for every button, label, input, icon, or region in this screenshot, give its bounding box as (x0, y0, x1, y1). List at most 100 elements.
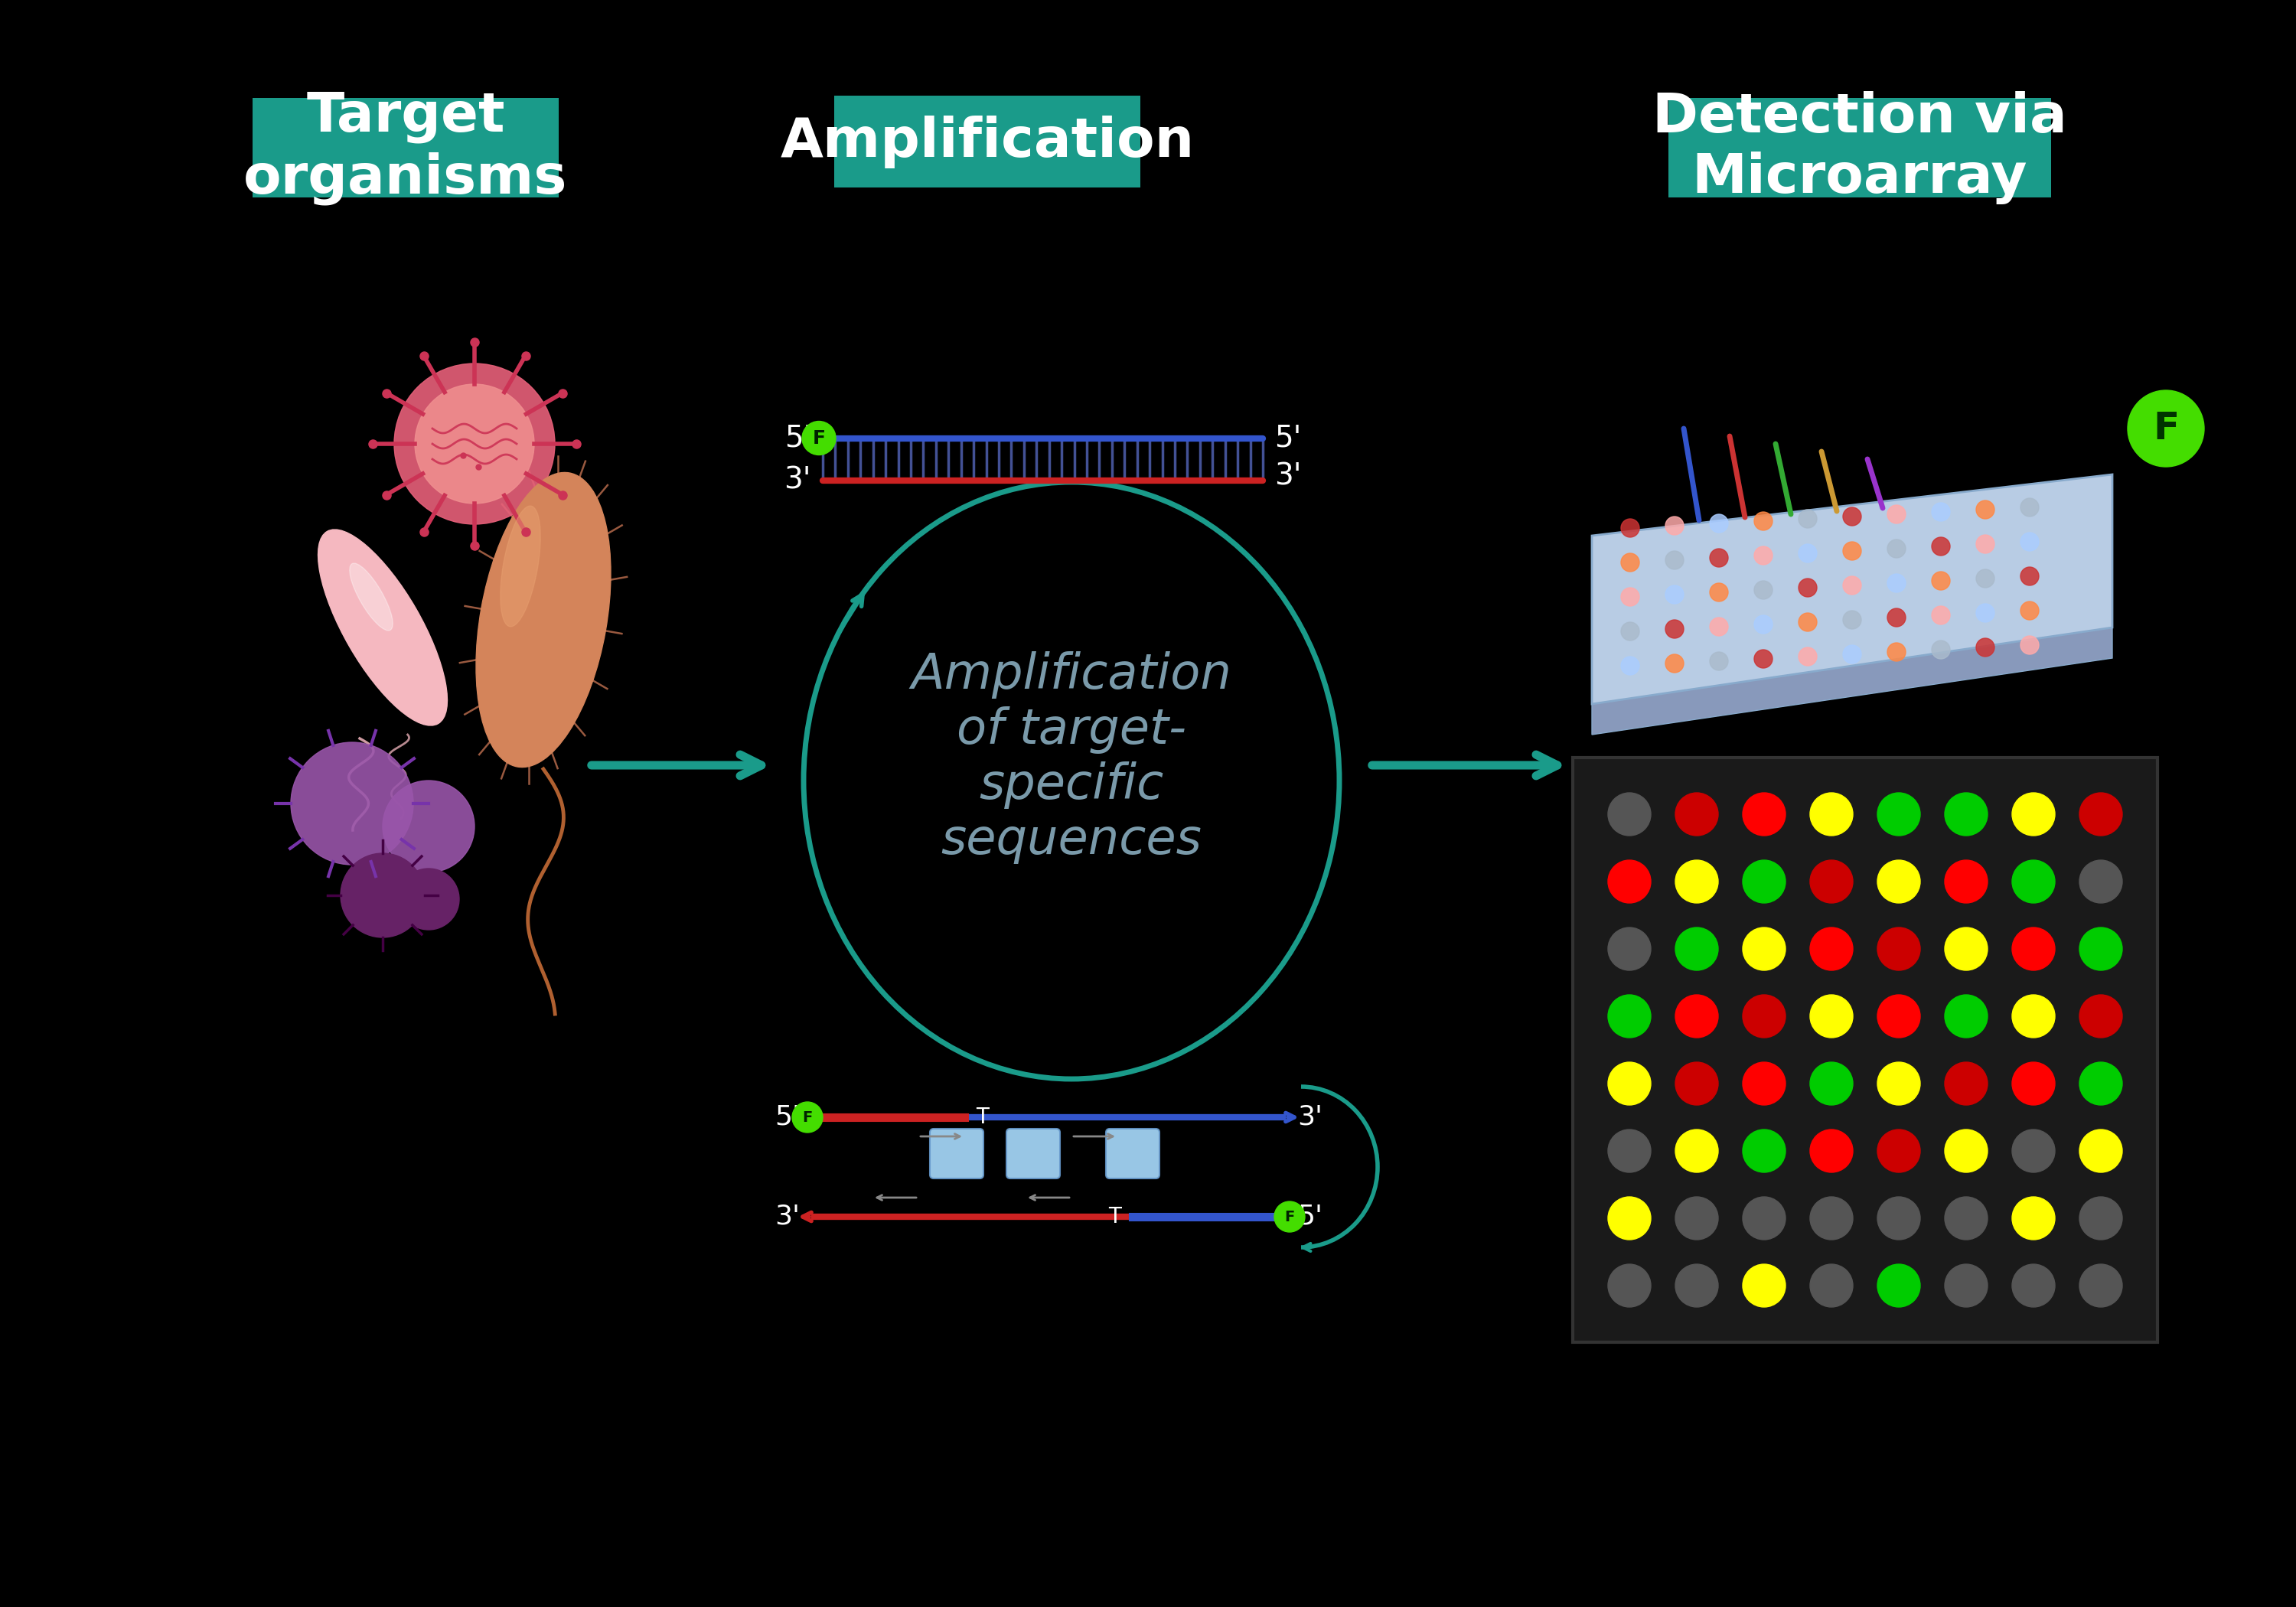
Circle shape (2020, 601, 2039, 620)
FancyBboxPatch shape (1006, 1128, 1061, 1178)
Circle shape (2128, 391, 2204, 466)
Polygon shape (1591, 474, 2112, 704)
Circle shape (1945, 1130, 1988, 1173)
Circle shape (1878, 1130, 1919, 1173)
Circle shape (2020, 636, 2039, 654)
Circle shape (1665, 620, 1683, 638)
FancyBboxPatch shape (930, 1128, 983, 1178)
Circle shape (1798, 612, 1816, 632)
FancyBboxPatch shape (1669, 98, 2050, 198)
Circle shape (1743, 1130, 1786, 1173)
Circle shape (1844, 577, 1862, 595)
Circle shape (2080, 792, 2122, 836)
Circle shape (1878, 792, 1919, 836)
Text: F: F (801, 1110, 813, 1125)
Circle shape (2011, 1062, 2055, 1106)
Circle shape (1743, 1265, 1786, 1306)
Circle shape (2011, 1130, 2055, 1173)
Circle shape (1844, 611, 1862, 628)
Circle shape (1754, 649, 1773, 669)
Circle shape (1809, 927, 1853, 971)
Circle shape (1809, 1130, 1853, 1173)
Circle shape (1798, 648, 1816, 665)
Circle shape (1711, 652, 1729, 670)
Circle shape (1676, 1197, 1717, 1239)
Circle shape (1676, 860, 1717, 903)
Polygon shape (1591, 627, 2112, 734)
Circle shape (2011, 995, 2055, 1038)
Circle shape (1809, 995, 1853, 1038)
Circle shape (1887, 643, 1906, 660)
Ellipse shape (349, 564, 393, 630)
Text: Target
organisms: Target organisms (243, 90, 567, 204)
Circle shape (1945, 995, 1988, 1038)
Circle shape (1665, 654, 1683, 673)
Circle shape (2080, 1130, 2122, 1173)
Circle shape (1809, 792, 1853, 836)
Text: Amplification: Amplification (781, 116, 1194, 169)
Text: 3': 3' (774, 1204, 799, 1229)
Text: 5': 5' (774, 1104, 799, 1130)
Circle shape (1878, 1265, 1919, 1306)
Circle shape (1844, 542, 1862, 561)
Circle shape (2011, 1197, 2055, 1239)
Ellipse shape (475, 472, 611, 767)
Text: F: F (813, 429, 827, 447)
Circle shape (1945, 1265, 1988, 1306)
Circle shape (2080, 927, 2122, 971)
Circle shape (1977, 500, 1995, 519)
Circle shape (1676, 792, 1717, 836)
Circle shape (1711, 583, 1729, 601)
Circle shape (2080, 995, 2122, 1038)
Circle shape (1844, 508, 1862, 525)
Circle shape (1676, 1265, 1717, 1306)
Circle shape (792, 1102, 822, 1133)
Circle shape (1711, 514, 1729, 532)
Circle shape (1931, 503, 1949, 521)
Circle shape (1665, 516, 1683, 535)
Text: T: T (976, 1107, 990, 1128)
Circle shape (1887, 609, 1906, 627)
Circle shape (1743, 927, 1786, 971)
FancyBboxPatch shape (833, 96, 1141, 188)
Circle shape (1809, 1265, 1853, 1306)
Circle shape (1607, 995, 1651, 1038)
Circle shape (1931, 572, 1949, 590)
Circle shape (2011, 1265, 2055, 1306)
Circle shape (1607, 1265, 1651, 1306)
Circle shape (397, 868, 459, 930)
Circle shape (2080, 860, 2122, 903)
Circle shape (1887, 540, 1906, 558)
Circle shape (395, 363, 556, 524)
Text: 5': 5' (1297, 1204, 1322, 1229)
Text: 5': 5' (1274, 424, 1302, 453)
Circle shape (1665, 551, 1683, 569)
Circle shape (416, 384, 535, 503)
Circle shape (1676, 995, 1717, 1038)
Circle shape (1878, 860, 1919, 903)
Circle shape (1809, 860, 1853, 903)
Circle shape (1931, 641, 1949, 659)
Text: F: F (2154, 410, 2179, 447)
Circle shape (1977, 604, 1995, 622)
Circle shape (1711, 617, 1729, 636)
Text: 3': 3' (783, 466, 810, 495)
Text: Detection via
Microarray: Detection via Microarray (1653, 90, 2066, 204)
Circle shape (1945, 1197, 1988, 1239)
Circle shape (1754, 580, 1773, 599)
Circle shape (1878, 1197, 1919, 1239)
Circle shape (1607, 1062, 1651, 1106)
Ellipse shape (501, 506, 540, 627)
Circle shape (340, 853, 425, 937)
Circle shape (1887, 574, 1906, 593)
Circle shape (1878, 927, 1919, 971)
Circle shape (383, 781, 475, 873)
Circle shape (1665, 585, 1683, 604)
Circle shape (1743, 1197, 1786, 1239)
Circle shape (1754, 546, 1773, 564)
Circle shape (1607, 792, 1651, 836)
Circle shape (1621, 622, 1639, 641)
Circle shape (1945, 1062, 1988, 1106)
Circle shape (1607, 1197, 1651, 1239)
Circle shape (1878, 995, 1919, 1038)
